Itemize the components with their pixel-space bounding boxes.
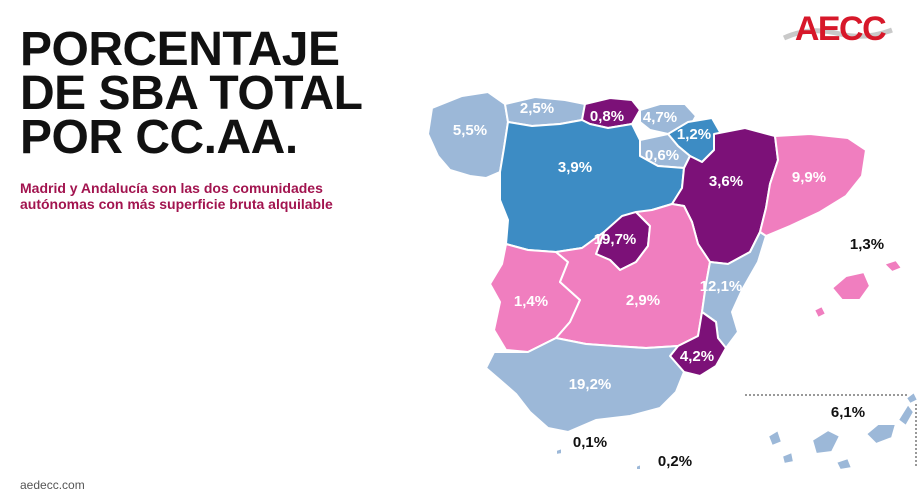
region-labels: 5,5% 2,5% 0,8% 4,7% 1,2% 0,6% 3,9% 3,6% … <box>453 100 884 470</box>
logo-text: AECC <box>795 10 886 48</box>
aecc-logo: AECC <box>782 10 893 48</box>
label-la-rioja: 0,6% <box>645 147 679 164</box>
label-melilla: 0,2% <box>658 453 692 470</box>
region-melilla <box>635 463 642 471</box>
label-murcia: 4,2% <box>680 348 714 365</box>
region-islas-baleares <box>813 259 903 319</box>
subtitle-line-2: autónomas con más superficie bruta alqui… <box>20 196 333 212</box>
region-andalucia <box>485 337 685 433</box>
label-castilla-la-mancha: 2,9% <box>626 292 660 309</box>
label-pais-vasco: 4,7% <box>643 109 677 126</box>
subtitle-line-1: Madrid y Andalucía son las dos comunidad… <box>20 180 323 196</box>
title-line-2: DE SBA TOTAL <box>20 67 363 120</box>
label-cataluna: 9,9% <box>792 169 826 186</box>
page-subtitle: Madrid y Andalucía son las dos comunidad… <box>20 180 380 212</box>
label-andalucia: 19,2% <box>569 376 612 393</box>
label-cantabria: 0,8% <box>590 108 624 125</box>
title-line-3: POR CC.AA. <box>20 111 298 164</box>
region-ceuta <box>555 447 563 456</box>
label-islas-canarias: 6,1% <box>831 404 865 421</box>
label-comunidad-valenciana: 12,1% <box>700 278 743 295</box>
canarias-inset-frame <box>745 394 917 468</box>
region-castilla-la-mancha <box>555 203 711 349</box>
label-extremadura: 1,4% <box>514 293 548 310</box>
footer-url: aedecc.com <box>20 478 85 492</box>
label-madrid: 19,7% <box>594 231 637 248</box>
region-cataluna <box>759 133 867 237</box>
label-asturias: 2,5% <box>520 100 554 117</box>
region-islas-canarias <box>767 391 919 471</box>
label-galicia: 5,5% <box>453 122 487 139</box>
title-line-1: PORCENTAJE <box>20 23 340 76</box>
page-title: PORCENTAJE DE SBA TOTAL POR CC.AA. <box>20 23 420 164</box>
label-islas-baleares: 1,3% <box>850 236 884 253</box>
label-navarra: 1,2% <box>677 126 711 143</box>
label-ceuta: 0,1% <box>573 434 607 451</box>
label-castilla-y-leon: 3,9% <box>558 159 592 176</box>
label-aragon: 3,6% <box>709 173 743 190</box>
logo-swoosh <box>782 27 893 41</box>
